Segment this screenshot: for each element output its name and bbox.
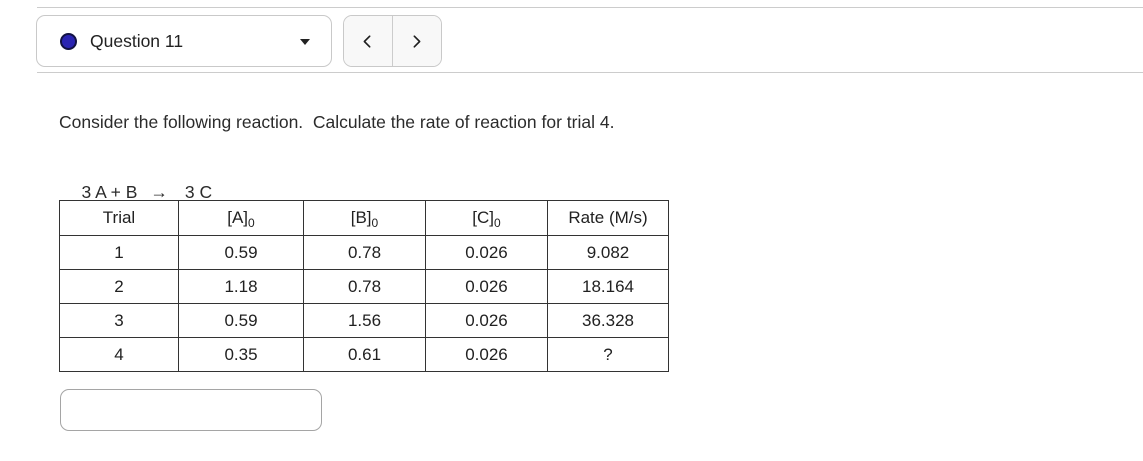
header-top-divider bbox=[37, 7, 1143, 8]
table-row: 2 1.18 0.78 0.026 18.164 bbox=[59, 269, 669, 304]
chevron-down-icon bbox=[300, 39, 310, 45]
chevron-left-icon bbox=[363, 34, 371, 48]
cell-c0: 0.026 bbox=[425, 269, 548, 304]
table-row: 1 0.59 0.78 0.026 9.082 bbox=[59, 235, 669, 270]
reaction-arrow-icon: → bbox=[150, 182, 168, 202]
next-question-button[interactable] bbox=[392, 16, 441, 66]
reaction-rhs: 3 C bbox=[184, 182, 213, 202]
table-row: 3 0.59 1.56 0.026 36.328 bbox=[59, 303, 669, 338]
cell-a0: 1.18 bbox=[178, 269, 304, 304]
header-text: [B] bbox=[350, 208, 372, 227]
cell-b0: 0.78 bbox=[303, 269, 426, 304]
column-header-b0: [B]0 bbox=[303, 200, 426, 236]
cell-trial: 4 bbox=[59, 337, 179, 372]
reaction-equation: 3 A + B → 3 C bbox=[62, 161, 212, 224]
question-selector-label: Question 11 bbox=[90, 30, 184, 51]
cell-trial: 2 bbox=[59, 269, 179, 304]
header-bottom-divider bbox=[37, 72, 1143, 73]
header-subscript: 0 bbox=[371, 216, 379, 230]
cell-rate: 9.082 bbox=[547, 235, 669, 270]
question-nav bbox=[343, 15, 442, 67]
question-status-dot-icon bbox=[60, 32, 77, 50]
answer-input[interactable] bbox=[60, 389, 322, 431]
header-subscript: 0 bbox=[248, 216, 255, 230]
cell-trial: 1 bbox=[59, 235, 179, 270]
question-selector-dropdown[interactable]: Question 11 bbox=[36, 15, 332, 67]
table-row: 4 0.35 0.61 0.026 ? bbox=[59, 337, 669, 372]
column-header-trial: Trial bbox=[59, 200, 179, 236]
header-text: [A] bbox=[227, 208, 249, 227]
table-header-row: Trial [A]0 [B]0 [C]0 Rate (M/s) bbox=[59, 200, 669, 236]
trial-data-table: Trial [A]0 [B]0 [C]0 Rate (M/s) 1 0.59 0… bbox=[59, 200, 669, 372]
cell-c0: 0.026 bbox=[425, 337, 548, 372]
column-header-c0: [C]0 bbox=[425, 200, 548, 236]
header-text: Rate (M/s) bbox=[568, 208, 648, 227]
column-header-rate: Rate (M/s) bbox=[547, 200, 669, 236]
cell-rate: 36.328 bbox=[547, 303, 669, 338]
column-header-a0: [A]0 bbox=[178, 200, 304, 236]
cell-rate: 18.164 bbox=[547, 269, 669, 304]
reaction-lhs: 3 A + B bbox=[81, 182, 138, 202]
header-text: [C] bbox=[472, 208, 495, 227]
cell-a0: 0.35 bbox=[178, 337, 304, 372]
header-text: Trial bbox=[102, 208, 136, 227]
cell-rate: ? bbox=[547, 337, 669, 372]
cell-b0: 0.78 bbox=[303, 235, 426, 270]
cell-b0: 1.56 bbox=[303, 303, 426, 338]
previous-question-button[interactable] bbox=[344, 16, 393, 66]
question-prompt: Consider the following reaction. Calcula… bbox=[59, 112, 615, 132]
cell-trial: 3 bbox=[59, 303, 179, 338]
cell-b0: 0.61 bbox=[303, 337, 426, 372]
cell-a0: 0.59 bbox=[178, 303, 304, 338]
cell-a0: 0.59 bbox=[178, 235, 304, 270]
header-subscript: 0 bbox=[494, 216, 501, 230]
cell-c0: 0.026 bbox=[425, 303, 548, 338]
chevron-right-icon bbox=[413, 34, 421, 48]
cell-c0: 0.026 bbox=[425, 235, 548, 270]
